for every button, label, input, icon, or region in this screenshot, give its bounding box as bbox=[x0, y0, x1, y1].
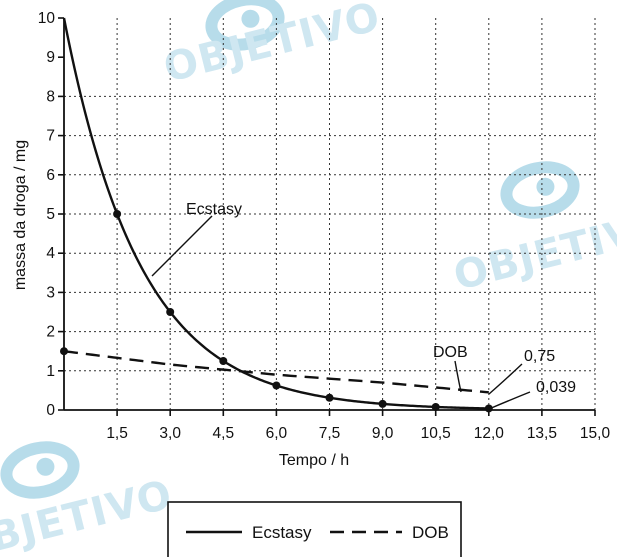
x-tick-label: 9,0 bbox=[372, 425, 394, 442]
y-tick-label: 8 bbox=[46, 88, 55, 105]
y-axis-label: massa da droga / mg bbox=[12, 140, 29, 290]
x-tick-label: 4,5 bbox=[213, 425, 235, 442]
legend-label-ecstasy: Ecstasy bbox=[252, 523, 312, 542]
x-tick-label: 3,0 bbox=[159, 425, 181, 442]
series-line-dob bbox=[63, 350, 489, 394]
annotations: Ecstasy DOB 0,75 0,039 bbox=[151, 201, 576, 410]
dob-end-leader-line bbox=[488, 363, 523, 395]
y-tick-label: 3 bbox=[46, 284, 55, 301]
annotation-dob: DOB bbox=[433, 344, 468, 361]
y-tick-label: 5 bbox=[46, 206, 55, 223]
watermark-logo-icon bbox=[0, 441, 80, 499]
y-tick-label: 0 bbox=[46, 402, 55, 419]
watermark-logo-dot bbox=[536, 177, 555, 196]
ticks: 1,5 3,0 4,5 6,0 7,5 9,0 10,5 12,0 13,5 15,0 0 1 2 3 4 5… bbox=[38, 10, 611, 442]
legend: Ecstasy DOB bbox=[167, 501, 462, 557]
x-tick-label: 12,0 bbox=[474, 425, 505, 442]
y-tick-label: 9 bbox=[46, 49, 55, 66]
watermark-logo-ring bbox=[0, 441, 80, 499]
grid bbox=[64, 18, 596, 410]
watermark-text: OBJETIVO bbox=[0, 472, 177, 557]
data-point-ecstasy bbox=[431, 402, 440, 411]
data-point-dob bbox=[60, 347, 68, 356]
data-point-ecstasy bbox=[113, 210, 122, 218]
data-point-ecstasy bbox=[272, 381, 281, 390]
legend-box bbox=[167, 501, 462, 557]
x-tick-label: 1,5 bbox=[106, 425, 128, 442]
annotation-ecstasy: Ecstasy bbox=[186, 201, 242, 218]
y-tick-label: 7 bbox=[46, 128, 55, 145]
y-tick-label: 10 bbox=[38, 10, 56, 27]
y-tick-label: 4 bbox=[46, 245, 55, 262]
annotation-ecstasy-end-value: 0,039 bbox=[536, 379, 576, 396]
dob-leader-line bbox=[454, 360, 462, 393]
legend-label-dob: DOB bbox=[412, 523, 449, 542]
y-tick-label: 6 bbox=[46, 167, 55, 184]
ecstasy-leader-line bbox=[151, 215, 213, 277]
watermark-logo-icon bbox=[205, 0, 285, 51]
x-tick-label: 10,5 bbox=[421, 425, 451, 442]
data-point-ecstasy bbox=[219, 357, 228, 365]
data-point-ecstasy bbox=[325, 393, 334, 402]
x-tick-label: 13,5 bbox=[527, 425, 557, 442]
x-tick-label: 15,0 bbox=[580, 425, 611, 442]
watermark-logo-ring bbox=[205, 0, 285, 51]
y-tick-label: 1 bbox=[46, 363, 55, 380]
x-tick-label: 6,0 bbox=[266, 425, 288, 442]
watermark-logo-icon bbox=[500, 161, 580, 219]
x-tick-label: 7,5 bbox=[319, 425, 341, 442]
watermark-logo-ring bbox=[500, 161, 580, 219]
ecstasy-end-leader-line bbox=[488, 391, 531, 410]
y-tick-label: 2 bbox=[46, 324, 55, 341]
watermark-logo-dot bbox=[36, 457, 55, 476]
watermark-logo-dot bbox=[241, 9, 260, 28]
x-axis-label: Tempo / h bbox=[279, 452, 349, 469]
data-point-ecstasy bbox=[378, 399, 387, 408]
data-point-ecstasy bbox=[166, 308, 175, 316]
annotation-dob-end-value: 0,75 bbox=[524, 348, 555, 365]
